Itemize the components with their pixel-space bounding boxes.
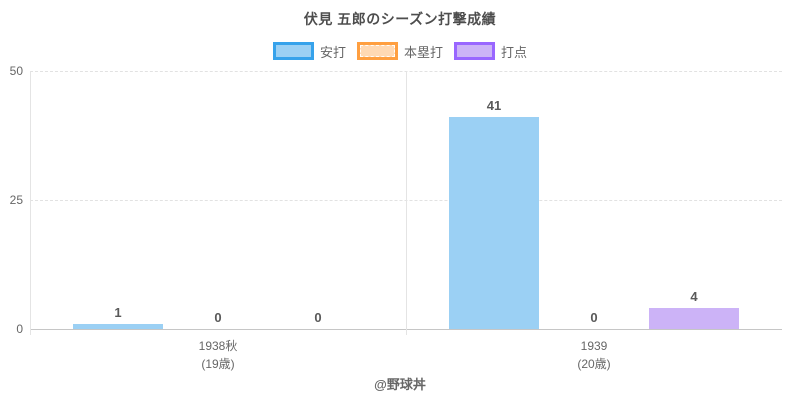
bar-打点[interactable] <box>649 308 739 329</box>
legend-item[interactable]: 本塁打 <box>356 42 443 61</box>
legend-item[interactable]: 安打 <box>272 42 346 61</box>
x-axis-label-line2: (20歳) <box>577 357 611 371</box>
chart-legend: 安打 本塁打 打点 <box>0 41 800 61</box>
bar-value-label: 0 <box>314 310 322 325</box>
bar-value-label: 1 <box>114 305 122 320</box>
x-axis-label-line1: 1939 <box>580 339 608 353</box>
chart-footer: @野球丼 <box>374 377 426 392</box>
legend-swatch-dash-pattern <box>359 45 395 57</box>
legend-item[interactable]: 打点 <box>454 42 527 61</box>
category-separator-line <box>406 71 407 335</box>
bar-value-label: 0 <box>590 310 598 325</box>
y-axis-tick-label: 0 <box>16 322 23 336</box>
x-axis-category-label: 1939 (20歳) <box>494 337 694 373</box>
legend-swatch <box>272 42 314 60</box>
x-axis-category-label: 1938秋 (19歳) <box>118 337 318 373</box>
legend-swatch <box>356 42 398 60</box>
bar-安打[interactable] <box>73 324 163 329</box>
chart-title: 伏見 五郎のシーズン打撃成績 <box>303 11 497 27</box>
bar-value-label: 0 <box>214 310 222 325</box>
legend-label: 安打 <box>319 44 346 60</box>
bar-value-label: 41 <box>486 98 502 113</box>
x-axis-label-line2: (19歳) <box>201 357 235 371</box>
y-axis-tick-label: 50 <box>9 64 23 78</box>
y-axis-tick-label: 25 <box>9 193 23 207</box>
x-axis-label-line1: 1938秋 <box>198 339 238 353</box>
legend-label: 本塁打 <box>403 44 443 60</box>
bar-安打[interactable] <box>449 117 539 329</box>
legend-label: 打点 <box>501 44 528 60</box>
bar-value-label: 4 <box>690 289 698 304</box>
y-axis-line <box>30 71 31 335</box>
legend-swatch <box>454 42 495 60</box>
